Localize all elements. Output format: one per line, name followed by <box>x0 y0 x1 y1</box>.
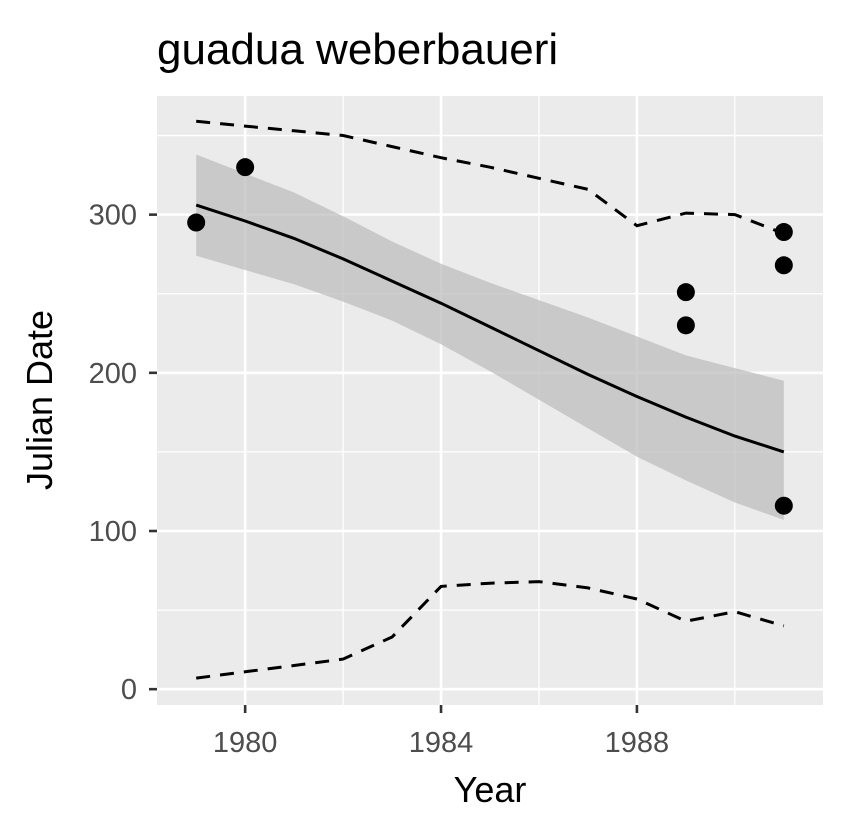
chart-title: guadua weberbaueri <box>157 25 558 74</box>
data-point <box>676 283 695 302</box>
y-tick-label: 300 <box>89 200 137 232</box>
y-tick-label: 100 <box>89 516 137 548</box>
fit-line <box>195 203 785 454</box>
confidence-ribbon <box>196 154 784 520</box>
fit-line-layer <box>195 203 785 454</box>
data-points-layer <box>187 158 793 515</box>
data-point <box>187 213 206 232</box>
bound-lines-layer <box>196 119 785 680</box>
x-tick-label: 1984 <box>409 727 474 759</box>
data-point <box>774 256 793 275</box>
y-tick-label: 0 <box>121 674 137 706</box>
tick-labels: 1980 1984 1988 0 100 200 300 <box>89 200 670 759</box>
data-point <box>236 158 255 177</box>
x-tick-label: 1988 <box>605 727 670 759</box>
axis-ticks <box>149 213 639 713</box>
data-point <box>774 496 793 515</box>
lower-bound-line <box>196 580 785 680</box>
data-point <box>676 316 695 335</box>
y-tick-label: 200 <box>89 358 137 390</box>
y-axis-title: Julian Date <box>19 310 60 490</box>
confidence-ribbon-layer <box>196 154 784 520</box>
x-tick-label: 1980 <box>213 727 278 759</box>
x-axis-title: Year <box>454 769 527 810</box>
data-point <box>774 223 793 242</box>
upper-bound-line <box>196 119 785 235</box>
